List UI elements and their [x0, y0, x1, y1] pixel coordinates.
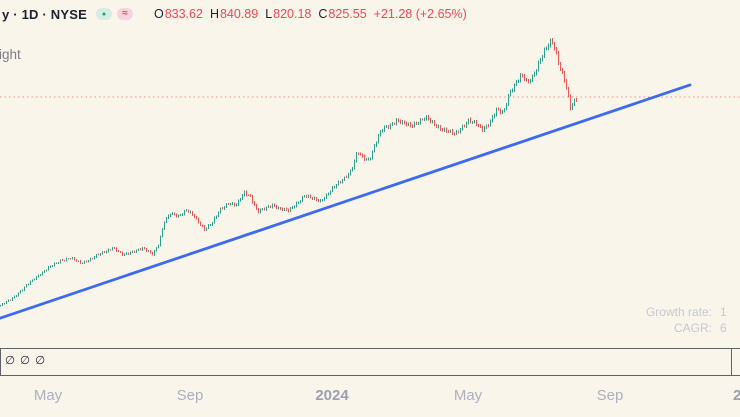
- cagr-value: 6: [720, 321, 727, 335]
- hidden-object-icon[interactable]: ∅: [20, 355, 31, 368]
- high-label: H: [209, 7, 219, 21]
- time-axis-tick: Sep: [176, 387, 204, 404]
- low-value: 820.18: [273, 7, 312, 21]
- time-axis-tick: May: [453, 387, 483, 404]
- close-label: C: [318, 7, 328, 21]
- hidden-objects-icons: ∅ ∅ ∅: [5, 349, 45, 375]
- time-axis-tick: 2024: [315, 387, 349, 404]
- watermark-text: ight: [0, 47, 21, 62]
- open-value: 833.62: [164, 7, 203, 21]
- symbol-title[interactable]: y · 1D · NYSE: [2, 6, 87, 22]
- cagr-row: CAGR: 6: [600, 320, 740, 336]
- objects-toolbar[interactable]: ∅ ∅ ∅: [0, 348, 740, 376]
- hidden-object-icon[interactable]: ∅: [5, 355, 16, 368]
- close-value: 825.55: [328, 7, 367, 21]
- stats-block: Growth rate: 1 CAGR: 6: [600, 304, 740, 336]
- axis-corner-divider: [731, 349, 732, 375]
- symbol-header: y · 1D · NYSE ● ≈ O 833.62 H 840.89 L 82…: [2, 6, 467, 22]
- low-label: L: [265, 7, 273, 21]
- growth-rate-label: Growth rate:: [645, 305, 712, 319]
- change-value: +21.28 (+2.65%): [373, 7, 467, 21]
- candles: [0, 37, 578, 307]
- notes-badge[interactable]: ≈: [116, 8, 133, 20]
- ohlc-readout: O 833.62 H 840.89 L 820.18 C 825.55 +21.…: [154, 7, 467, 21]
- growth-rate-value: 1: [720, 305, 727, 319]
- hidden-object-icon[interactable]: ∅: [35, 355, 46, 368]
- time-axis[interactable]: May Sep 2024 May Sep 2: [0, 377, 740, 417]
- growth-rate-row: Growth rate: 1: [600, 304, 740, 320]
- high-value: 840.89: [219, 7, 259, 21]
- time-axis-tick: May: [33, 387, 63, 404]
- market-status-badge[interactable]: ●: [95, 8, 112, 20]
- time-axis-tick: 2: [733, 387, 740, 404]
- time-axis-tick: Sep: [596, 387, 624, 404]
- cagr-label: CAGR:: [673, 321, 712, 335]
- trendline[interactable]: [0, 83, 692, 320]
- open-label: O: [153, 7, 164, 21]
